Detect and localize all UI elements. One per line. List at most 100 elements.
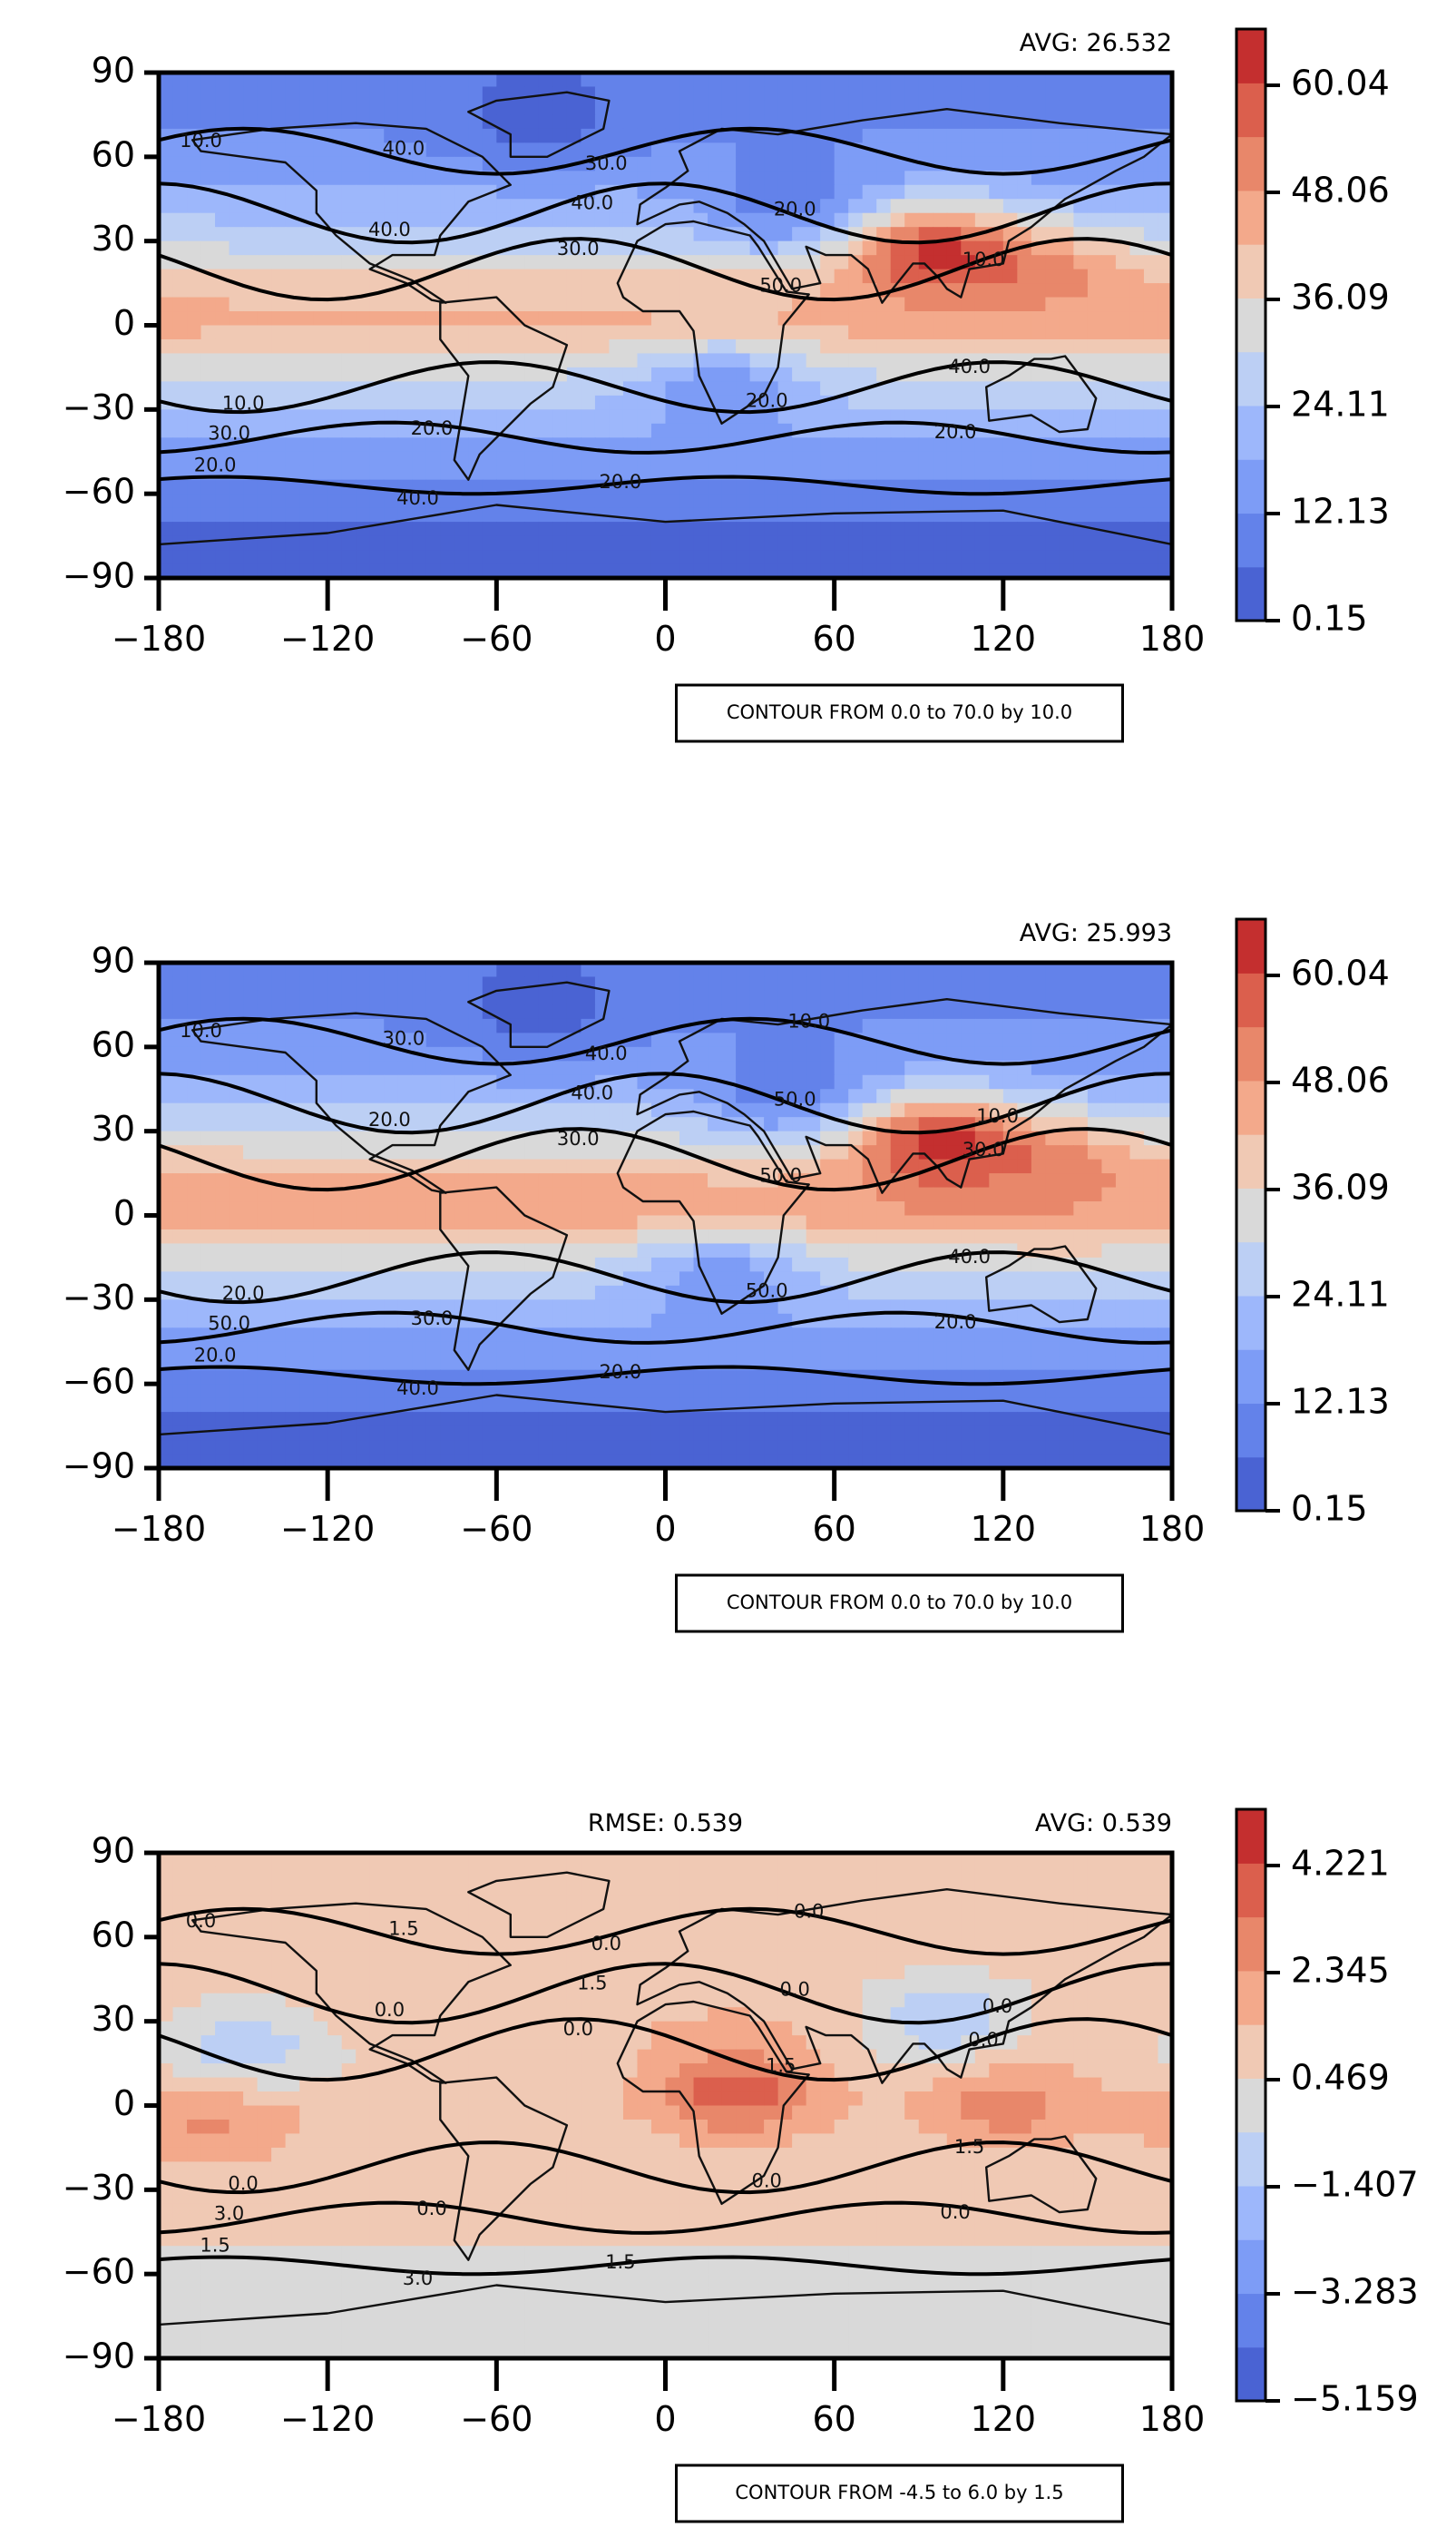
heatmap-cell (482, 297, 497, 312)
heatmap-cell (243, 563, 259, 579)
heatmap-cell (172, 409, 188, 425)
heatmap-cell (749, 1397, 765, 1413)
heatmap-cell (581, 494, 596, 509)
heatmap-cell (1059, 409, 1074, 425)
heatmap-cell (637, 283, 652, 299)
heatmap-cell (1158, 1033, 1173, 1048)
heatmap-cell (890, 227, 905, 242)
heatmap-cell (538, 212, 553, 228)
heatmap-cell (820, 283, 835, 299)
heatmap-cell (496, 1173, 512, 1189)
heatmap-cell (215, 1369, 230, 1385)
heatmap-cell (271, 522, 287, 537)
heatmap-cell (172, 1229, 188, 1245)
heatmap-cell (341, 1257, 357, 1272)
heatmap-cell (904, 311, 920, 327)
heatmap-cell (820, 227, 835, 242)
heatmap-cell (820, 550, 835, 565)
heatmap-cell (468, 1229, 484, 1245)
heatmap-cell (425, 114, 441, 130)
heatmap-cell (229, 423, 244, 438)
heatmap-cell (299, 563, 315, 579)
heatmap-cell (1087, 1384, 1103, 1399)
heatmap-cell (1045, 269, 1060, 284)
heatmap-cell (384, 963, 399, 978)
heatmap-cell (412, 990, 427, 1006)
heatmap-cell (848, 563, 864, 579)
heatmap-cell (285, 1397, 300, 1413)
heatmap-cell (1143, 563, 1159, 579)
heatmap-cell (904, 1117, 920, 1132)
heatmap-cell (356, 563, 371, 579)
heatmap-cell (229, 1369, 244, 1385)
heatmap-cell (650, 976, 667, 992)
heatmap-cell (468, 212, 484, 228)
heatmap-cell (806, 171, 821, 186)
heatmap-cell (1031, 550, 1046, 565)
heatmap-cell (848, 212, 864, 228)
heatmap-cell (1002, 1341, 1018, 1357)
heatmap-cell (356, 325, 371, 340)
heatmap-cell (257, 171, 272, 186)
heatmap-cell (1101, 353, 1117, 368)
heatmap-cell (243, 73, 259, 88)
heatmap-cell (749, 1145, 765, 1161)
heatmap-cell (200, 367, 216, 382)
heatmap-cell (622, 283, 639, 299)
heatmap-cell (299, 86, 315, 102)
heatmap-cell (215, 1285, 230, 1300)
heatmap-cell (271, 381, 287, 397)
heatmap-cell (679, 199, 695, 214)
heatmap-cell (834, 409, 849, 425)
heatmap-cell (806, 1327, 821, 1343)
heatmap-cell (834, 1397, 849, 1413)
heatmap-cell (904, 963, 920, 978)
heatmap-cell (749, 1061, 765, 1076)
heatmap-cell (1143, 1369, 1159, 1385)
heatmap-cell (468, 156, 484, 171)
heatmap-cell (693, 171, 708, 186)
heatmap-cell (468, 1397, 484, 1413)
heatmap-cell (721, 1046, 737, 1062)
heatmap-cell (1059, 325, 1074, 340)
heatmap-cell (749, 184, 765, 200)
heatmap-cell (1031, 1004, 1046, 1020)
heatmap-cell (679, 1229, 695, 1245)
heatmap-cell (159, 1215, 174, 1230)
heatmap-cell (552, 171, 568, 186)
heatmap-cell (341, 1299, 357, 1315)
heatmap-cell (341, 1327, 357, 1343)
heatmap-cell (961, 1046, 976, 1062)
panels: 10.040.030.020.020.020.040.040.050.040.0… (63, 27, 1419, 2523)
heatmap-cell (848, 199, 864, 214)
heatmap-cell (285, 142, 300, 158)
heatmap-cell (749, 269, 765, 284)
heatmap-cell (229, 73, 244, 88)
heatmap-cell (524, 1313, 540, 1328)
heatmap-cell (637, 86, 652, 102)
heatmap-cell (749, 353, 765, 368)
heatmap-cell (1143, 1089, 1159, 1104)
heatmap-cell (1059, 283, 1074, 299)
heatmap-cell (397, 212, 413, 228)
heatmap-cell (989, 1285, 1004, 1300)
heatmap-cell (918, 73, 933, 88)
heatmap-cell (721, 1061, 737, 1076)
contour-label: 20.0 (600, 471, 642, 493)
heatmap-cell (904, 1285, 920, 1300)
heatmap-cell (468, 1033, 484, 1048)
heatmap-cell (792, 451, 807, 466)
heatmap-cell (1143, 255, 1159, 270)
heatmap-cell (679, 73, 695, 88)
heatmap-cell (172, 1271, 188, 1287)
heatmap-cell (538, 1018, 553, 1033)
heatmap-cell (1031, 1384, 1046, 1399)
heatmap-cell (848, 269, 864, 284)
heatmap-cell (1101, 1131, 1117, 1146)
heatmap-cell (679, 367, 695, 382)
heatmap-cell (1031, 535, 1046, 551)
heatmap-cell (820, 1257, 835, 1272)
heatmap-cell (482, 563, 497, 579)
heatmap-cell (257, 1257, 272, 1272)
heatmap-cell (708, 1201, 723, 1217)
